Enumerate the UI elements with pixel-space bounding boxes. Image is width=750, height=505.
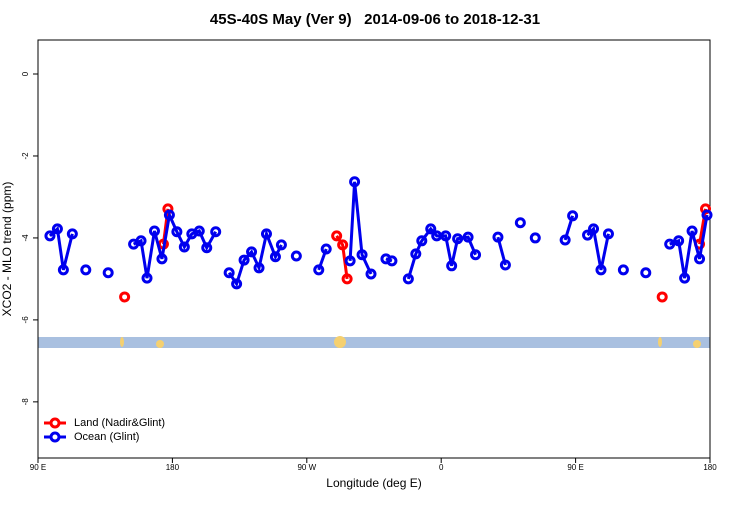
line: [669, 214, 709, 279]
point: [694, 253, 706, 265]
point: [679, 272, 691, 284]
point: [356, 249, 368, 261]
point: [156, 253, 168, 265]
x-tick-label: 180: [703, 463, 717, 472]
point: [595, 264, 607, 276]
point: [673, 235, 685, 247]
point: [602, 228, 614, 240]
point: [529, 232, 541, 244]
point: [148, 225, 160, 237]
point: [588, 223, 600, 235]
point: [492, 231, 504, 243]
point: [567, 210, 579, 222]
point: [231, 278, 243, 290]
point: [664, 238, 676, 250]
point: [171, 226, 183, 238]
y-tick-label: -2: [21, 152, 30, 160]
x-tick-label: 90 W: [297, 463, 316, 472]
x-tick-label: 180: [166, 463, 180, 472]
x-axis-label: Longitude (deg E): [326, 476, 421, 490]
legend-label: Land (Nadir&Glint): [74, 417, 165, 429]
y-tick-label: -4: [21, 234, 30, 242]
line: [348, 181, 373, 275]
point: [344, 255, 356, 267]
point: [365, 268, 377, 280]
point: [178, 241, 190, 253]
legend-marker: [49, 417, 61, 429]
point: [193, 225, 205, 237]
point: [410, 248, 422, 260]
point: [163, 209, 175, 221]
point: [446, 260, 458, 272]
point: [349, 176, 361, 188]
point: [462, 231, 474, 243]
point: [425, 223, 437, 235]
point: [223, 267, 235, 279]
point: [57, 264, 69, 276]
legend-marker: [49, 431, 61, 443]
map-strip: [38, 336, 710, 348]
point: [135, 235, 147, 247]
x-tick-label: 90 E: [567, 463, 583, 472]
point: [201, 242, 213, 254]
y-tick-label: -6: [21, 316, 30, 324]
point: [617, 264, 629, 276]
chart-title: 45S-40S May (Ver 9) 2014-09-06 to 2018-1…: [210, 11, 540, 28]
point: [470, 249, 482, 261]
point: [499, 259, 511, 271]
point: [402, 273, 414, 285]
point: [582, 229, 594, 241]
point: [51, 223, 63, 235]
point: [238, 254, 250, 266]
point: [386, 255, 398, 267]
point: [162, 203, 174, 215]
point: [331, 230, 343, 242]
point: [701, 209, 713, 221]
legend-label: Ocean (Glint): [74, 431, 139, 443]
line: [698, 208, 707, 245]
point: [320, 243, 332, 255]
point: [559, 234, 571, 246]
point: [341, 273, 353, 285]
point: [141, 272, 153, 284]
point: [290, 250, 302, 262]
x-tick-label: 90 E: [30, 463, 46, 472]
point: [102, 267, 114, 279]
point: [700, 203, 712, 215]
point: [44, 230, 56, 242]
x-tick-label: 0: [439, 463, 444, 472]
point: [253, 262, 265, 274]
y-tick-label: -8: [21, 398, 30, 406]
y-tick-label: 0: [21, 71, 30, 76]
point: [656, 291, 668, 303]
point: [119, 291, 131, 303]
point: [416, 235, 428, 247]
plot-frame: [37, 39, 711, 459]
point: [452, 233, 464, 245]
point: [260, 228, 272, 240]
point: [66, 228, 78, 240]
point: [514, 217, 526, 229]
point: [269, 251, 281, 263]
point: [686, 225, 698, 237]
point: [640, 267, 652, 279]
point: [210, 226, 222, 238]
point: [80, 264, 92, 276]
point: [246, 246, 258, 258]
point: [440, 230, 452, 242]
point: [337, 239, 349, 251]
y-axis-label: XCO2 - MLO trend (ppm): [0, 182, 14, 317]
point: [313, 264, 325, 276]
point: [275, 239, 287, 251]
